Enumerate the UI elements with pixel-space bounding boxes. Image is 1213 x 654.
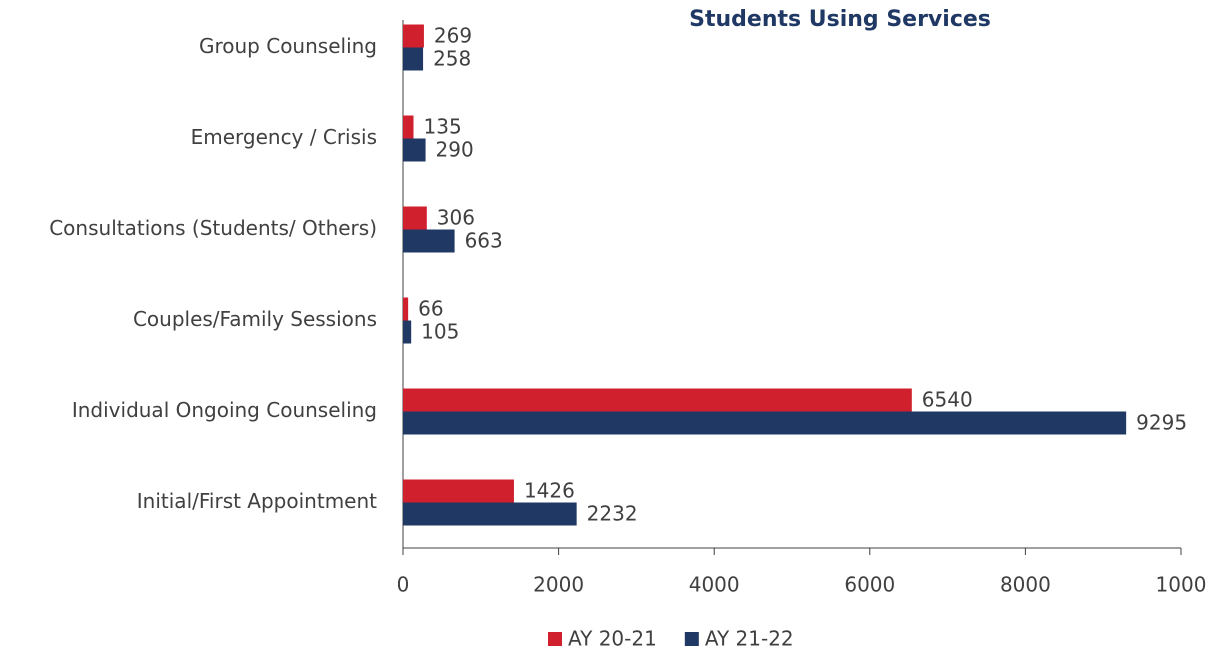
legend-swatch: [548, 632, 562, 646]
bar: [403, 411, 1127, 435]
value-label: 9295: [1136, 411, 1187, 435]
x-tick-label: 0: [397, 573, 410, 597]
bar: [403, 388, 912, 412]
x-tick-label: 8000: [1000, 573, 1051, 597]
x-tick-label: 1000: [1156, 573, 1207, 597]
x-tick-label: 6000: [844, 573, 895, 597]
value-label: 105: [421, 320, 459, 344]
bar: [403, 138, 426, 162]
bar: [403, 47, 424, 71]
value-label: 2232: [587, 502, 638, 526]
bar: [403, 320, 412, 344]
bar: [403, 297, 409, 321]
chart-title: Students Using Services: [689, 7, 991, 32]
x-tick-label: 2000: [533, 573, 584, 597]
value-label: 269: [434, 24, 472, 48]
x-tick-label: 4000: [689, 573, 740, 597]
y-tick-label: Emergency / Crisis: [191, 125, 377, 149]
y-tick-label: Couples/Family Sessions: [133, 307, 377, 331]
legend-label: AY 20-21: [568, 627, 657, 651]
legend-swatch: [684, 632, 699, 646]
bar: [403, 229, 455, 253]
value-label: 663: [465, 229, 503, 253]
value-label: 66: [418, 297, 443, 321]
bar: [403, 115, 414, 139]
value-label: 306: [437, 206, 475, 230]
value-label: 258: [433, 47, 471, 71]
bar: [403, 479, 514, 503]
legend-label: AY 21-22: [705, 627, 794, 651]
value-label: 1426: [524, 479, 575, 503]
value-label: 135: [424, 115, 462, 139]
value-label: 290: [436, 138, 474, 162]
y-tick-label: Group Counseling: [199, 34, 377, 58]
y-tick-label: Consultations (Students/ Others): [49, 216, 377, 240]
y-tick-label: Initial/First Appointment: [137, 489, 377, 513]
y-tick-label: Individual Ongoing Counseling: [72, 398, 377, 422]
bar: [403, 206, 427, 230]
bar: [403, 24, 424, 48]
value-label: 6540: [922, 388, 973, 412]
bar: [403, 502, 577, 526]
